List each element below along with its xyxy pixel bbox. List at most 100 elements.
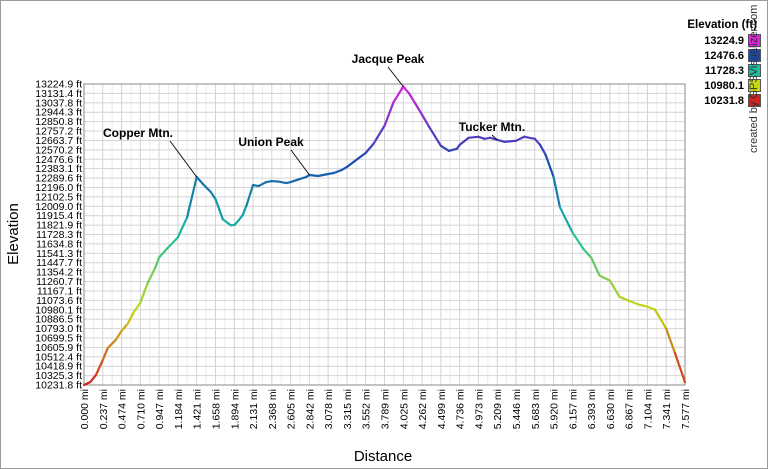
y-tick-label: 10512.4 ft	[35, 351, 82, 363]
elevation-segment	[154, 256, 161, 269]
elevation-segment	[582, 248, 593, 259]
y-tick-label: 13224.9 ft	[35, 79, 82, 91]
elevation-segment	[176, 216, 189, 239]
y-tick-label: 12102.5 ft	[35, 191, 82, 203]
y-tick-label: 10980.1 ft	[35, 304, 82, 316]
x-tick-label: 5.209 mi	[492, 389, 504, 429]
elevation-segment	[166, 236, 180, 250]
x-tick-label: 4.025 mi	[398, 389, 410, 429]
elevation-segment	[316, 172, 330, 178]
x-tick-label: 5.446 mi	[511, 389, 523, 429]
legend-entry: 12476.6	[653, 48, 761, 63]
elevation-segment	[345, 160, 355, 169]
peak-label: Tucker Mtn.	[459, 120, 525, 134]
elevation-segment	[201, 182, 213, 194]
y-tick-label: 12663.7 ft	[35, 135, 82, 147]
y-tick-label: 10605.9 ft	[35, 342, 82, 354]
elevation-segment	[503, 139, 518, 143]
x-tick-label: 7.577 mi	[680, 389, 692, 429]
y-tick-label: 12009.0 ft	[35, 201, 82, 213]
x-tick-label: 5.920 mi	[549, 389, 561, 429]
x-tick-label: 3.789 mi	[380, 389, 392, 429]
legend-value: 13224.9	[704, 34, 744, 47]
y-tick-label: 12383.1 ft	[35, 163, 82, 175]
x-tick-label: 4.499 mi	[436, 389, 448, 429]
x-tick-label: 1.894 mi	[229, 389, 241, 429]
y-tick-label: 13131.4 ft	[35, 88, 82, 100]
y-tick-label: 10886.5 ft	[35, 314, 82, 326]
plot-grid	[83, 83, 686, 386]
elevation-segment	[552, 175, 562, 209]
legend-swatch	[748, 94, 761, 107]
elevation-segment	[638, 303, 649, 308]
elevation-segment	[372, 124, 386, 145]
elevation-segment	[120, 322, 129, 332]
elevation-segment	[101, 346, 109, 362]
legend-value: 10980.1	[704, 79, 744, 92]
elevation-segment	[533, 137, 542, 146]
x-tick-label: 0.237 mi	[98, 389, 110, 429]
elevation-segment	[523, 135, 536, 140]
elevation-segment	[139, 282, 149, 304]
elevation-segment	[665, 327, 677, 355]
elevation-segment	[489, 136, 499, 141]
x-tick-label: 3.315 mi	[342, 389, 354, 429]
x-tick-label: 2.131 mi	[248, 389, 260, 429]
elevation-segment	[132, 301, 142, 313]
y-tick-label: 12476.6 ft	[35, 154, 82, 166]
elevation-segment	[496, 138, 506, 143]
peak-label: Jacque Peak	[352, 52, 425, 66]
x-tick-label: 0.947 mi	[154, 389, 166, 429]
peak-leader-line	[169, 140, 198, 178]
y-tick-label: 10325.3 ft	[35, 370, 82, 382]
elevation-segment	[94, 358, 104, 377]
y-tick-label: 11821.9 ft	[36, 220, 82, 232]
x-axis-ticks: 0.000 mi 0.237 mi 0.474 mi 0.710 mi 0.947 mi…	[79, 389, 692, 429]
y-tick-label: 11260.7 ft	[36, 276, 82, 288]
elevation-segment	[598, 274, 611, 282]
elevation-segment	[447, 147, 458, 152]
elevation-segment	[408, 92, 419, 108]
y-axis-title: Elevation	[5, 203, 22, 265]
elevation-segment	[458, 136, 470, 146]
credit-text: created by GPSVisualizer.com	[748, 4, 760, 153]
y-tick-label: 10699.5 ft	[35, 332, 82, 344]
elevation-segment	[158, 247, 169, 259]
peak-leader-line	[387, 66, 404, 87]
x-tick-label: 7.104 mi	[642, 389, 654, 429]
x-tick-label: 4.973 mi	[473, 389, 485, 429]
x-tick-label: 5.683 mi	[530, 389, 542, 429]
y-tick-label: 11073.6 ft	[36, 295, 82, 307]
elevation-segment	[289, 178, 300, 184]
y-tick-label: 12944.3 ft	[35, 107, 82, 119]
x-tick-label: 2.605 mi	[286, 389, 298, 429]
elevation-segment	[214, 198, 224, 221]
elevation-segment	[402, 85, 411, 95]
y-tick-label: 11167.1 ft	[37, 285, 82, 297]
elevation-segment	[673, 351, 687, 384]
x-tick-label: 3.078 mi	[323, 389, 335, 429]
elevation-segment	[114, 329, 123, 342]
x-axis-title: Distance	[354, 448, 412, 465]
elevation-segment	[467, 135, 480, 139]
legend-value: 11728.3	[704, 64, 744, 77]
y-tick-label: 11728.3 ft	[36, 229, 82, 241]
elevation-segment	[209, 190, 217, 201]
elevation-segment	[89, 374, 97, 384]
legend-entry: 10231.8	[653, 93, 761, 108]
peak-leader-line	[491, 134, 498, 141]
elevation-segment	[514, 135, 526, 142]
elevation-segment	[277, 180, 288, 185]
elevation-segment	[352, 151, 367, 164]
elevation-segment	[146, 266, 157, 285]
elevation-segment	[383, 101, 395, 127]
elevation-segment	[653, 308, 668, 330]
legend-swatch	[748, 64, 761, 77]
x-tick-label: 0.710 mi	[135, 389, 147, 429]
x-tick-label: 4.262 mi	[417, 389, 429, 429]
x-tick-label: 1.421 mi	[192, 389, 204, 429]
elevation-segment	[392, 85, 405, 104]
